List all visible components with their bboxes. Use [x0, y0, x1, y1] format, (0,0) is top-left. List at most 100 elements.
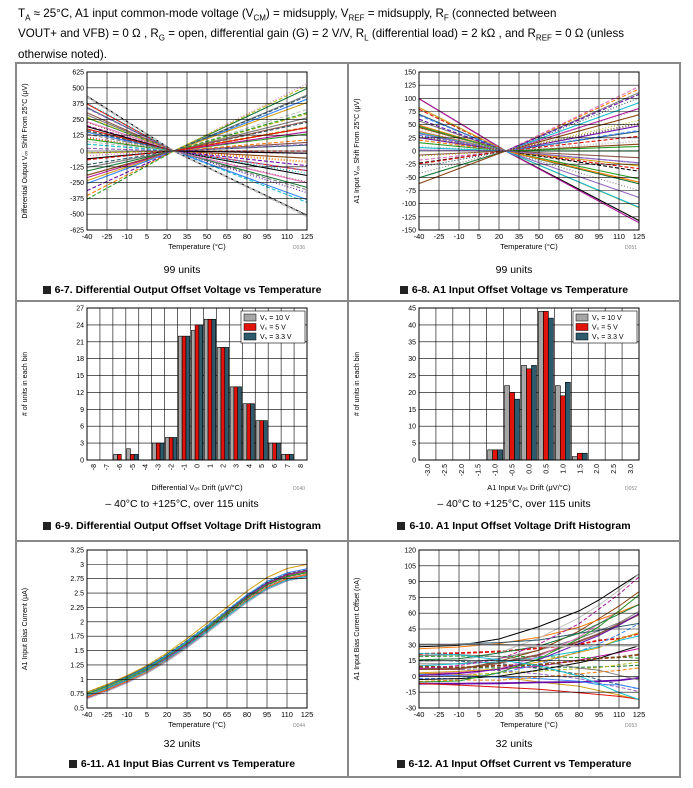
x-tick-label: 3: [233, 464, 240, 468]
figure-marker-icon: [43, 522, 52, 530]
x-tick-label: 20: [163, 710, 171, 719]
histogram-bar: [572, 456, 578, 461]
series-line: [86, 133, 308, 191]
legend-swatch: [243, 323, 257, 331]
y-tick-label: -30: [406, 706, 416, 713]
y-tick-label: 25: [408, 373, 416, 380]
x-tick-label: 1: [207, 464, 214, 468]
x-tick-label: -40: [82, 232, 93, 241]
histogram-bar: [255, 420, 261, 461]
x-tick-label: 65: [223, 232, 231, 241]
y-tick-label: 2.5: [74, 591, 84, 598]
x-tick-label: 110: [281, 710, 293, 719]
x-tick-label: 50: [203, 710, 211, 719]
series-line: [86, 575, 308, 697]
histogram-bar: [155, 442, 161, 461]
histogram-bar: [555, 385, 561, 461]
y-tick-label: 12: [76, 390, 84, 397]
x-tick-label: -3.0: [425, 464, 432, 476]
histogram-bar: [130, 454, 135, 461]
y-tick-label: 0: [80, 458, 84, 465]
y-axis-label: A1 Input Bias Current (μA): [22, 588, 29, 670]
x-tick-label: 95: [595, 710, 603, 719]
x-tick-label: 125: [301, 710, 314, 719]
figure-6-8: -40 -25 -10 5 20 35 50 65 80 95 110 125 -150 -125 -100…: [348, 63, 680, 301]
histogram-bar: [233, 386, 239, 461]
histogram-bar: [246, 403, 251, 461]
x-tick-label: 80: [243, 710, 251, 719]
x-tick-label: 5: [259, 464, 266, 468]
x-tick-label: 5: [477, 710, 481, 719]
y-tick-label: 9: [80, 407, 84, 414]
series-line: [86, 576, 308, 700]
histogram-bar: [509, 392, 515, 461]
x-tick-label: 2: [220, 464, 227, 468]
figure-title: 6-9. Differential Output Offset Voltage …: [17, 520, 347, 532]
y-tick-label: 2.75: [70, 576, 84, 583]
histogram-bar: [565, 382, 571, 461]
figure-6-12: -40 -25 -10 5 20 35 50 65 80 95 110 125 -30 -15 0 15 30 4…: [348, 541, 680, 777]
chart-6-11: -40 -25 -10 5 20 35 50 65 80 95 110 125 0.5 0.75 1 1.25…: [22, 548, 314, 730]
chart-6-12: -40 -25 -10 5 20 35 50 65 80 95 110 125 -30 -15 0 15 30 4…: [354, 548, 645, 730]
x-tick-label: -2.0: [459, 464, 466, 476]
histogram-bar: [576, 452, 583, 461]
y-tick-label: 3: [80, 562, 84, 569]
x-tick-label: 1.0: [560, 464, 567, 474]
x-tick-label: -40: [414, 232, 425, 241]
x-tick-label: 50: [203, 232, 211, 241]
y-tick-label: 1: [80, 677, 84, 684]
plot-border: [86, 549, 308, 709]
histogram-bar: [504, 385, 510, 461]
figure-marker-icon: [42, 286, 51, 294]
figure-tag: D036: [293, 245, 305, 251]
y-tick-label: 15: [76, 373, 84, 380]
histogram-bar: [289, 454, 294, 461]
x-tick-label: 65: [223, 710, 231, 719]
legend-swatch: [243, 313, 257, 322]
figure-marker-icon: [399, 286, 408, 294]
histogram-bar: [281, 454, 286, 461]
histogram-bar: [285, 454, 290, 461]
figure-tag: D051: [625, 245, 637, 251]
y-tick-label: 50: [408, 122, 416, 129]
figure-title: 6-10. A1 Input Offset Voltage Drift Hist…: [349, 520, 679, 532]
histogram-bar: [581, 452, 588, 461]
y-tick-label: 45: [408, 627, 416, 634]
x-tick-label: 35: [515, 232, 523, 241]
y-tick-label: 0.75: [70, 691, 84, 698]
conditions-line-1: TA ≈ 25°C, A1 input common-mode voltage …: [18, 7, 557, 23]
y-tick-label: 105: [404, 563, 416, 570]
legend-label: Vₛ = 10 V: [260, 315, 290, 322]
figure-grid: -40 -25 -10 5 20 35 50 65 80 95 110 125 -625 -500 -375…: [15, 62, 681, 778]
histogram-bar: [560, 395, 566, 461]
legend-swatch: [575, 332, 589, 341]
x-tick-label: 80: [575, 232, 583, 241]
x-tick-label: 0: [195, 464, 202, 468]
y-tick-label: -625: [70, 228, 84, 235]
histogram-bar: [224, 347, 229, 461]
histogram-bar: [543, 311, 549, 461]
histogram-bar: [203, 318, 209, 461]
x-axis-label: Differential Vₒₛ Drift (μV/°C): [151, 483, 243, 492]
x-tick-label: 110: [613, 710, 625, 719]
x-tick-label: 80: [575, 710, 583, 719]
y-tick-label: 375: [72, 101, 84, 108]
x-axis-label: A1 Input Vₒₛ Drift (μV/°C): [487, 483, 571, 492]
y-tick-label: 150: [404, 70, 416, 77]
y-tick-label: 2: [80, 619, 84, 626]
legend-label: Vₛ = 10 V: [592, 315, 622, 322]
x-tick-label: 8: [298, 464, 305, 468]
y-tick-label: -375: [70, 196, 84, 203]
histogram-bar: [250, 403, 255, 461]
histogram-bar: [185, 335, 191, 461]
histogram-bar: [487, 449, 493, 461]
legend-swatch: [575, 313, 589, 322]
y-tick-label: 0: [412, 458, 416, 465]
y-tick-label: 5: [412, 441, 416, 448]
histogram-bar: [168, 437, 174, 461]
legend-label: Vₛ = 3.3 V: [592, 334, 624, 341]
x-axis-label: Temperature (°C): [168, 242, 226, 251]
histogram-bar: [263, 420, 268, 461]
y-tick-label: 30: [408, 642, 416, 649]
x-tick-label: 6: [272, 464, 279, 468]
